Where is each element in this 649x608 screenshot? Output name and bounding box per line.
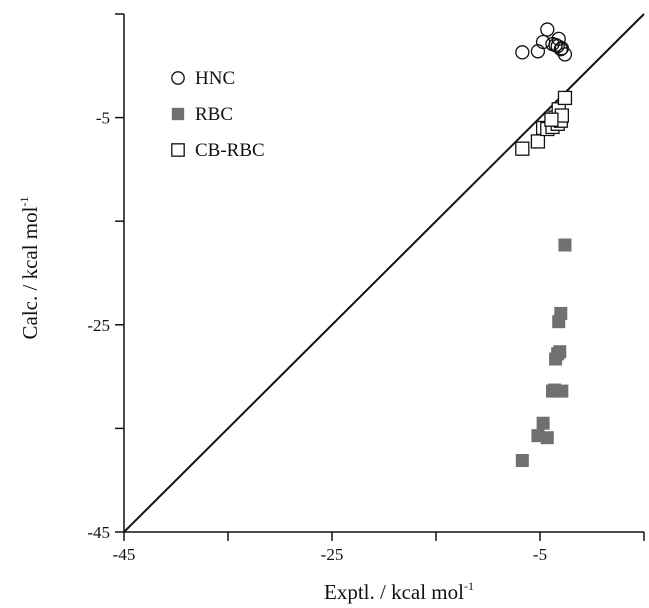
legend-label: RBC xyxy=(195,104,233,125)
reference-line xyxy=(123,13,645,533)
legend-marker xyxy=(171,143,185,157)
data-point xyxy=(515,141,530,156)
legend-marker xyxy=(171,71,185,85)
series-hnc xyxy=(515,22,573,62)
y-tick-label: -5 xyxy=(96,109,110,128)
x-axis-title-text: Exptl. / kcal mol xyxy=(324,580,464,604)
x-tick-label: -25 xyxy=(321,545,344,564)
data-point xyxy=(515,454,529,468)
x-axis-title: Exptl. / kcal mol-1 xyxy=(324,579,474,604)
data-point xyxy=(558,238,572,252)
data-point xyxy=(548,383,562,397)
data-point xyxy=(557,47,573,62)
x-axis-title-superscript: -1 xyxy=(464,579,474,593)
legend-item-hnc: HNC xyxy=(171,68,235,89)
y-axis-title: Calc. / kcal mol-1 xyxy=(17,197,42,340)
legend: HNC RBC CB-RBC xyxy=(171,68,265,161)
data-point xyxy=(540,22,555,37)
legend-label: HNC xyxy=(195,68,235,89)
y-axis-title-text: Calc. / kcal mol xyxy=(18,206,42,339)
plot-area xyxy=(123,13,645,533)
x-tick-label: -45 xyxy=(113,545,136,564)
data-point xyxy=(540,431,554,445)
series-cb-rbc xyxy=(515,90,573,156)
legend-label: CB-RBC xyxy=(195,140,265,161)
data-point xyxy=(553,345,567,359)
y-axis-title-superscript: -1 xyxy=(17,197,31,207)
legend-item-cb-rbc: CB-RBC xyxy=(171,140,265,161)
data-point xyxy=(557,90,573,106)
data-point xyxy=(553,42,568,57)
data-point xyxy=(551,31,566,47)
legend-item-rbc: RBC xyxy=(171,104,233,125)
series-rbc xyxy=(515,238,572,468)
y-tick-label: -25 xyxy=(87,316,110,335)
data-point xyxy=(515,45,530,60)
x-tick-label: -5 xyxy=(533,545,547,564)
data-point xyxy=(544,112,559,127)
y-tick-label: -45 xyxy=(87,523,110,542)
legend-marker xyxy=(171,107,185,121)
data-point xyxy=(536,416,550,430)
data-point xyxy=(530,134,546,149)
data-point xyxy=(554,306,568,320)
